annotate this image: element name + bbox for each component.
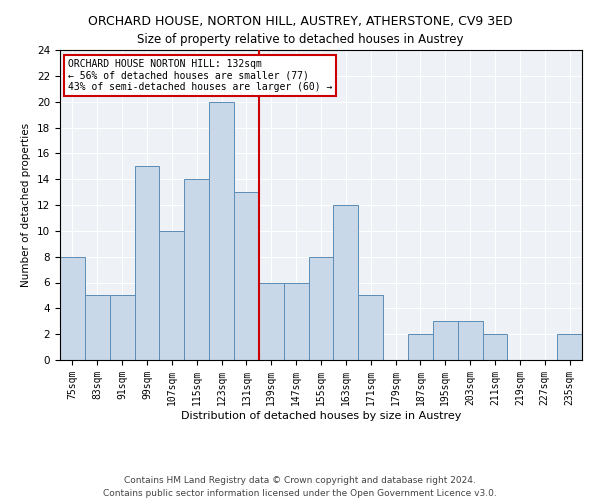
- Bar: [234, 192, 259, 360]
- Bar: [308, 256, 334, 360]
- Bar: [209, 102, 234, 360]
- Bar: [184, 179, 209, 360]
- Bar: [334, 205, 358, 360]
- Bar: [60, 256, 85, 360]
- Text: ORCHARD HOUSE, NORTON HILL, AUSTREY, ATHERSTONE, CV9 3ED: ORCHARD HOUSE, NORTON HILL, AUSTREY, ATH…: [88, 15, 512, 28]
- Bar: [433, 322, 458, 360]
- Bar: [358, 296, 383, 360]
- Bar: [160, 231, 184, 360]
- Bar: [134, 166, 160, 360]
- Bar: [259, 282, 284, 360]
- Bar: [557, 334, 582, 360]
- Bar: [85, 296, 110, 360]
- Text: Contains HM Land Registry data © Crown copyright and database right 2024.
Contai: Contains HM Land Registry data © Crown c…: [103, 476, 497, 498]
- Bar: [408, 334, 433, 360]
- X-axis label: Distribution of detached houses by size in Austrey: Distribution of detached houses by size …: [181, 410, 461, 420]
- Text: Size of property relative to detached houses in Austrey: Size of property relative to detached ho…: [137, 32, 463, 46]
- Bar: [482, 334, 508, 360]
- Bar: [284, 282, 308, 360]
- Y-axis label: Number of detached properties: Number of detached properties: [22, 123, 31, 287]
- Bar: [110, 296, 134, 360]
- Bar: [458, 322, 482, 360]
- Text: ORCHARD HOUSE NORTON HILL: 132sqm
← 56% of detached houses are smaller (77)
43% : ORCHARD HOUSE NORTON HILL: 132sqm ← 56% …: [68, 60, 332, 92]
